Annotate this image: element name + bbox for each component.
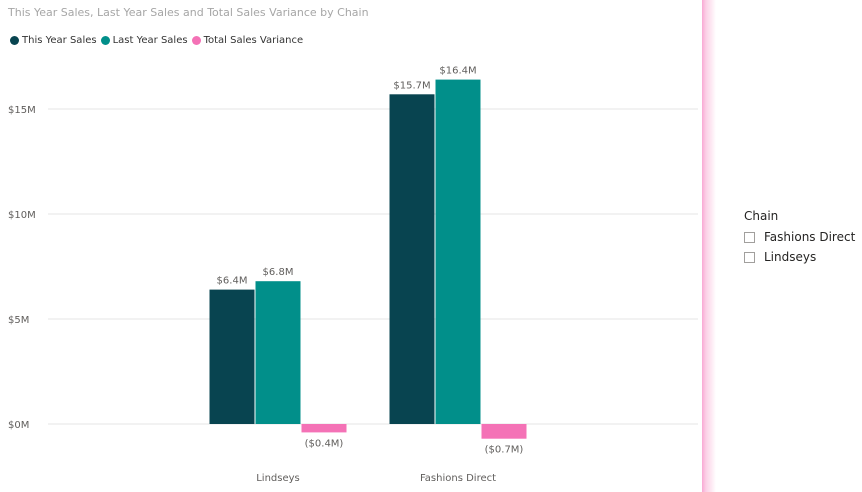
legend-item-this-year-sales[interactable]: This Year Sales (10, 35, 97, 46)
data-label-total-sales-variance-fashions-direct: ($0.7M) (485, 445, 524, 456)
bar-total-sales-variance-fashions-direct (481, 424, 527, 439)
y-tick-label-10: $10M (8, 210, 36, 221)
slicer-item-lindseys[interactable]: Lindseys (744, 247, 860, 267)
chart-title: This Year Sales, Last Year Sales and Tot… (8, 6, 369, 19)
data-label-last-year-sales-lindseys: $6.8M (263, 267, 294, 278)
bar-total-sales-variance-lindseys (301, 424, 347, 433)
data-label-this-year-sales-lindseys: $6.4M (217, 276, 248, 287)
legend-item-last-year-sales[interactable]: Last Year Sales (100, 34, 188, 46)
x-tick-label-lindseys: Lindseys (256, 473, 300, 484)
chain-slicer: Chain Fashions Direct Lindseys (744, 209, 860, 267)
slicer-item-label: Fashions Direct (764, 230, 856, 244)
legend-item-total-sales-variance[interactable]: Total Sales Variance (191, 34, 304, 46)
slicer-item-label: Lindseys (764, 250, 817, 264)
bar-this-year-sales-lindseys (209, 289, 255, 424)
plot-area: $0M $5M $10M $15M $6.4M $6.8M ($0.4M) Lindseys $… (8, 66, 698, 484)
legend-marker-total-sales-variance (191, 35, 201, 45)
data-label-last-year-sales-fashions-direct: $16.4M (439, 66, 476, 77)
y-tick-label-0: $0M (8, 420, 29, 431)
legend-label-total-sales-variance: Total Sales Variance (203, 34, 304, 46)
checkbox-lindseys[interactable] (744, 251, 755, 263)
bar-this-year-sales-fashions-direct (389, 94, 435, 425)
y-tick-label-5: $5M (8, 315, 29, 326)
chart-legend: This Year Sales Last Year Sales Total Sa… (10, 32, 307, 48)
bar-last-year-sales-fashions-direct (435, 79, 481, 424)
data-label-this-year-sales-fashions-direct: $15.7M (393, 80, 430, 91)
legend-marker-last-year-sales (100, 35, 110, 45)
slicer-item-fashions-direct[interactable]: Fashions Direct (744, 227, 860, 247)
bar-last-year-sales-lindseys (255, 281, 301, 424)
checkbox-fashions-direct[interactable] (744, 231, 755, 243)
data-label-total-sales-variance-lindseys: ($0.4M) (305, 438, 344, 449)
legend-marker-this-year-sales (10, 35, 19, 45)
slicer-title: Chain (744, 209, 779, 223)
x-tick-label-fashions-direct: Fashions Direct (420, 473, 496, 484)
visual-focus-edge (702, 0, 716, 492)
legend-label-this-year-sales: This Year Sales (22, 34, 97, 46)
y-tick-label-15: $15M (8, 105, 36, 116)
chart-visual[interactable]: This Year Sales, Last Year Sales and Tot… (0, 0, 704, 492)
legend-label-last-year-sales: Last Year Sales (112, 34, 188, 46)
